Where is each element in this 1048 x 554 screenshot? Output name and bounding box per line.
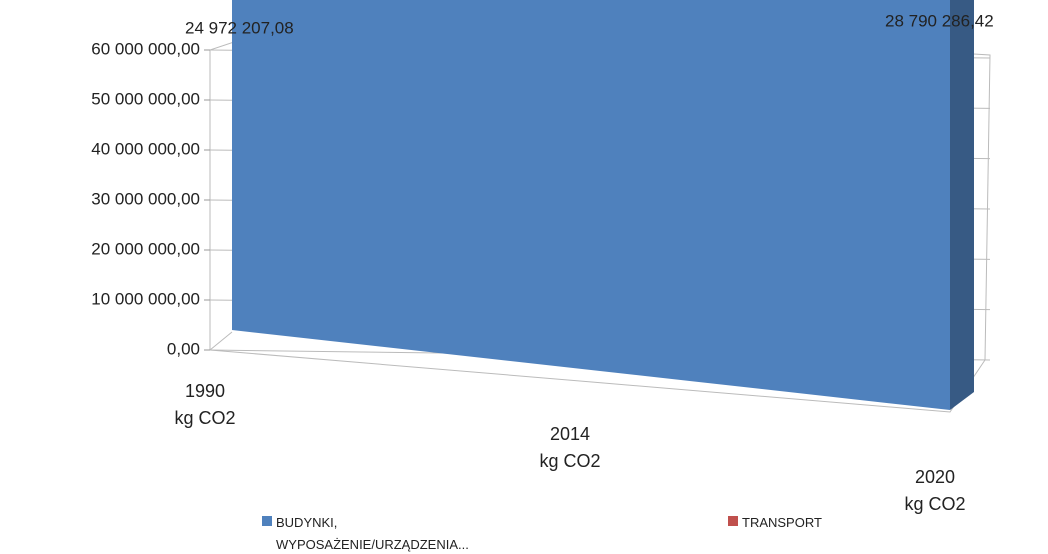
legend-label: BUDYNKI, WYPOSAŻENIE/URZĄDZENIA... (276, 515, 469, 552)
area-side (950, 0, 974, 410)
data-label: 24 972 207,08 (185, 19, 294, 38)
area (232, 0, 950, 410)
legend-label: TRANSPORT (742, 515, 822, 530)
x-tick-label: 1990 kg CO2 (174, 381, 236, 428)
legend-swatch (262, 516, 272, 526)
y-tick-label: 0,00 (167, 339, 200, 358)
x-tick-label: 2014 kg CO2 (539, 424, 601, 471)
y-tick-label: 10 000 000,00 (91, 289, 200, 308)
y-tick-label: 50 000 000,00 (91, 89, 200, 108)
y-tick-label: 60 000 000,00 (91, 39, 200, 58)
y-tick-label: 20 000 000,00 (91, 239, 200, 258)
y-tick-label: 30 000 000,00 (91, 189, 200, 208)
x-tick-label: 2020 kg CO2 (904, 467, 966, 514)
legend-swatch (728, 516, 738, 526)
y-tick-label: 40 000 000,00 (91, 139, 200, 158)
data-label: 28 790 286,42 (885, 12, 994, 31)
